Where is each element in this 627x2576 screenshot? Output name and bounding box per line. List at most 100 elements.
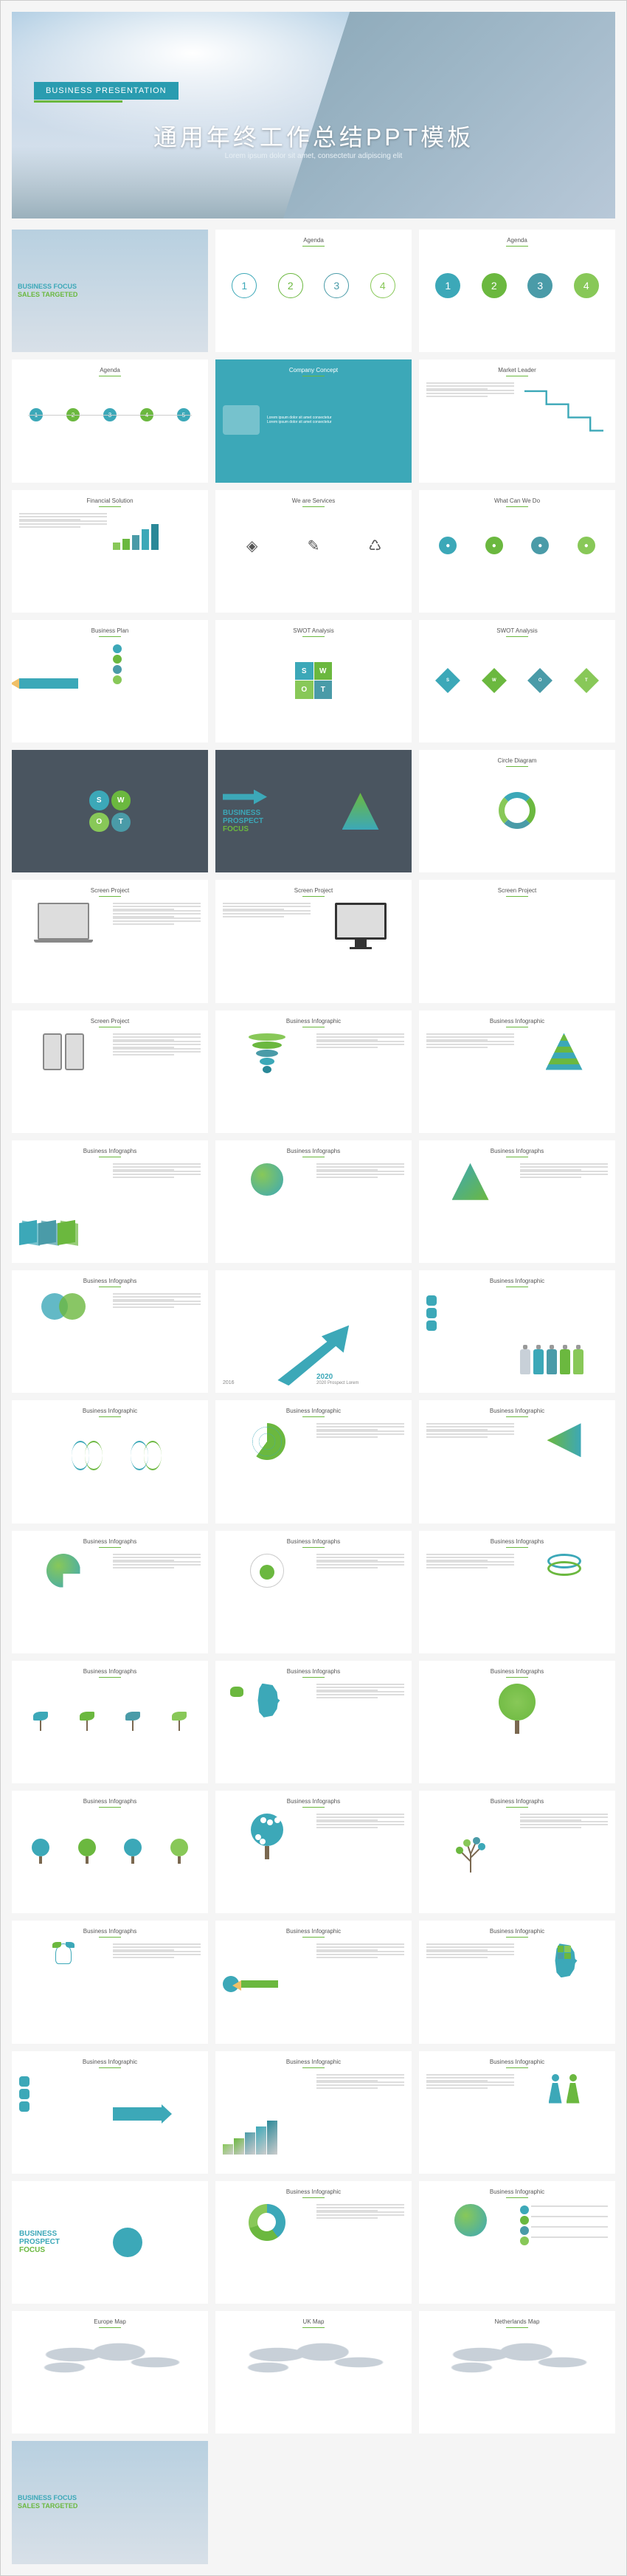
slide-thumbnail[interactable]: Business Infographs [12, 1270, 208, 1393]
slide-thumbnail[interactable]: Business Infographs [215, 1531, 412, 1653]
slide-title: Business Infographs [223, 1668, 404, 1678]
slide-title: Agenda [223, 237, 404, 247]
slide-thumbnail[interactable]: We are Services◈✎♺ [215, 490, 412, 613]
slide-title: Business Infographs [19, 1928, 201, 1938]
slide-thumbnail[interactable]: Company ConceptLorem ipsum dolor sit ame… [215, 359, 412, 482]
hero-slide: BUSINESS PRESENTATION 通用年终工作总结PPT模板 Lore… [12, 12, 615, 218]
slide-title: Business Infographic [223, 1928, 404, 1938]
slide-grid: BUSINESS FOCUSSALES TARGETEDAgenda1234Ag… [12, 230, 615, 2564]
slide-thumbnail[interactable]: Circle Diagram [419, 750, 615, 872]
slide-title: Business Infographic [426, 1018, 608, 1027]
hero-subtitle: Lorem ipsum dolor sit amet, consectetur … [12, 152, 615, 160]
slide-thumbnail[interactable]: Screen Project [215, 880, 412, 1002]
slide-thumbnail[interactable]: Business Infographs [419, 1661, 615, 1783]
slide-thumbnail[interactable]: Europe Map [12, 2311, 208, 2434]
slide-title: Business Infographic [426, 1408, 608, 1417]
slide-thumbnail[interactable]: BUSINESS FOCUSSALES TARGETED [12, 230, 208, 352]
slide-thumbnail[interactable]: Business Infographic [215, 1010, 412, 1133]
slide-title: Business Infographs [426, 1148, 608, 1157]
slide-title: Business Infographic [223, 1018, 404, 1027]
slide-title: Business Infographic [223, 1408, 404, 1417]
slide-title: Business Infographs [223, 1538, 404, 1548]
slide-title: What Can We Do [426, 497, 608, 507]
hero-title: 通用年终工作总结PPT模板 [12, 119, 615, 153]
slide-title: Business Infographs [19, 1798, 201, 1808]
slide-thumbnail[interactable]: BUSINESSPROSPECTFOCUS [12, 2181, 208, 2304]
slide-title: Business Infographs [19, 1278, 201, 1287]
slide-title: Business Infographic [426, 1278, 608, 1287]
slide-thumbnail[interactable]: Agenda12345 [12, 359, 208, 482]
slide-title: SWOT Analysis [426, 627, 608, 637]
slide-title: Screen Project [19, 887, 201, 897]
slide-title: Business Infographic [223, 2059, 404, 2068]
slide-title: SWOT Analysis [223, 627, 404, 637]
slide-thumbnail[interactable]: Business Infographs [215, 1791, 412, 1913]
slide-title: Business Infographs [426, 1668, 608, 1678]
slide-thumbnail[interactable]: Business Infographic [419, 2181, 615, 2304]
slide-title: Business Infographs [426, 1538, 608, 1548]
slide-title: Financial Solution [19, 497, 201, 507]
slide-thumbnail[interactable]: BUSINESS FOCUSSALES TARGETED [12, 2441, 208, 2563]
slide-title: Business Infographic [426, 1928, 608, 1938]
slide-thumbnail[interactable]: Business Infographs [12, 1661, 208, 1783]
slide-title: Business Infographs [19, 1668, 201, 1678]
slide-thumbnail[interactable]: Business Infographic [419, 1270, 615, 1393]
slide-thumbnail[interactable]: Business Infographs [419, 1140, 615, 1263]
slide-thumbnail[interactable]: Business Infographic [419, 1010, 615, 1133]
slide-title: Business Infographic [223, 2188, 404, 2198]
slide-thumbnail[interactable]: Agenda1234 [215, 230, 412, 352]
slide-thumbnail[interactable]: Business Infographic [12, 2051, 208, 2174]
slide-title: Business Infographs [223, 1148, 404, 1157]
slide-thumbnail[interactable]: Business Infographs [419, 1791, 615, 1913]
slide-thumbnail[interactable]: SWOT AnalysisSWOT [419, 620, 615, 743]
slide-thumbnail[interactable]: Business Plan [12, 620, 208, 743]
slide-title: Agenda [426, 237, 608, 247]
slide-thumbnail[interactable]: Business Infographs [12, 1791, 208, 1913]
slide-thumbnail[interactable]: Market Leader [419, 359, 615, 482]
slide-thumbnail[interactable]: Agenda1234 [419, 230, 615, 352]
slide-title: Screen Project [19, 1018, 201, 1027]
slide-thumbnail[interactable]: Business Infographic [215, 1400, 412, 1523]
slide-thumbnail[interactable]: Screen Project [12, 880, 208, 1002]
slide-title: UK Map [223, 2318, 404, 2328]
slide-title: Business Infographs [19, 1538, 201, 1548]
slide-thumbnail[interactable]: SWOT AnalysisSWOT [215, 620, 412, 743]
slide-thumbnail[interactable]: Business Infographs [12, 1921, 208, 2043]
slide-title: Business Infographic [426, 2188, 608, 2198]
slide-thumbnail[interactable]: Business Infographic [12, 1400, 208, 1523]
slide-thumbnail[interactable]: Screen Project [12, 1010, 208, 1133]
slide-thumbnail[interactable]: What Can We Do●●●● [419, 490, 615, 613]
slide-thumbnail[interactable]: SWOT [12, 750, 208, 872]
slide-thumbnail[interactable]: 201620202020 Prospect Lorem [215, 1270, 412, 1393]
slide-title: Business Infographic [426, 2059, 608, 2068]
slide-thumbnail[interactable]: Business Infographic [215, 2051, 412, 2174]
slide-title: Company Concept [223, 367, 404, 376]
slide-title: Netherlands Map [426, 2318, 608, 2328]
slide-thumbnail[interactable]: Business Infographs [12, 1140, 208, 1263]
slide-title: Screen Project [223, 887, 404, 897]
slide-thumbnail[interactable]: Business Infographs [419, 1531, 615, 1653]
hero-label: BUSINESS PRESENTATION [34, 82, 179, 100]
template-gallery: BUSINESS PRESENTATION 通用年终工作总结PPT模板 Lore… [0, 0, 627, 2576]
slide-thumbnail[interactable]: Business Infographic [215, 2181, 412, 2304]
slide-title: Circle Diagram [426, 757, 608, 767]
slide-thumbnail[interactable]: Business Infographs [215, 1661, 412, 1783]
slide-thumbnail[interactable]: Business Infographs [215, 1140, 412, 1263]
slide-thumbnail[interactable]: Business Infographic [419, 2051, 615, 2174]
slide-title: Agenda [19, 367, 201, 376]
slide-thumbnail[interactable]: Business Infographic [419, 1921, 615, 2043]
slide-thumbnail[interactable]: Business Infographs [12, 1531, 208, 1653]
slide-title: Business Infographic [19, 2059, 201, 2068]
slide-title: Business Infographs [223, 1798, 404, 1808]
slide-thumbnail[interactable]: Financial Solution [12, 490, 208, 613]
slide-thumbnail[interactable]: Screen Project [419, 880, 615, 1002]
slide-thumbnail[interactable]: BUSINESSPROSPECTFOCUS [215, 750, 412, 872]
slide-title: Business Infographs [426, 1798, 608, 1808]
slide-thumbnail[interactable]: Business Infographic [215, 1921, 412, 2043]
slide-thumbnail[interactable]: Netherlands Map [419, 2311, 615, 2434]
slide-title: Market Leader [426, 367, 608, 376]
slide-thumbnail[interactable]: Business Infographic [419, 1400, 615, 1523]
slide-title: Screen Project [426, 887, 608, 897]
slide-title: We are Services [223, 497, 404, 507]
slide-thumbnail[interactable]: UK Map [215, 2311, 412, 2434]
